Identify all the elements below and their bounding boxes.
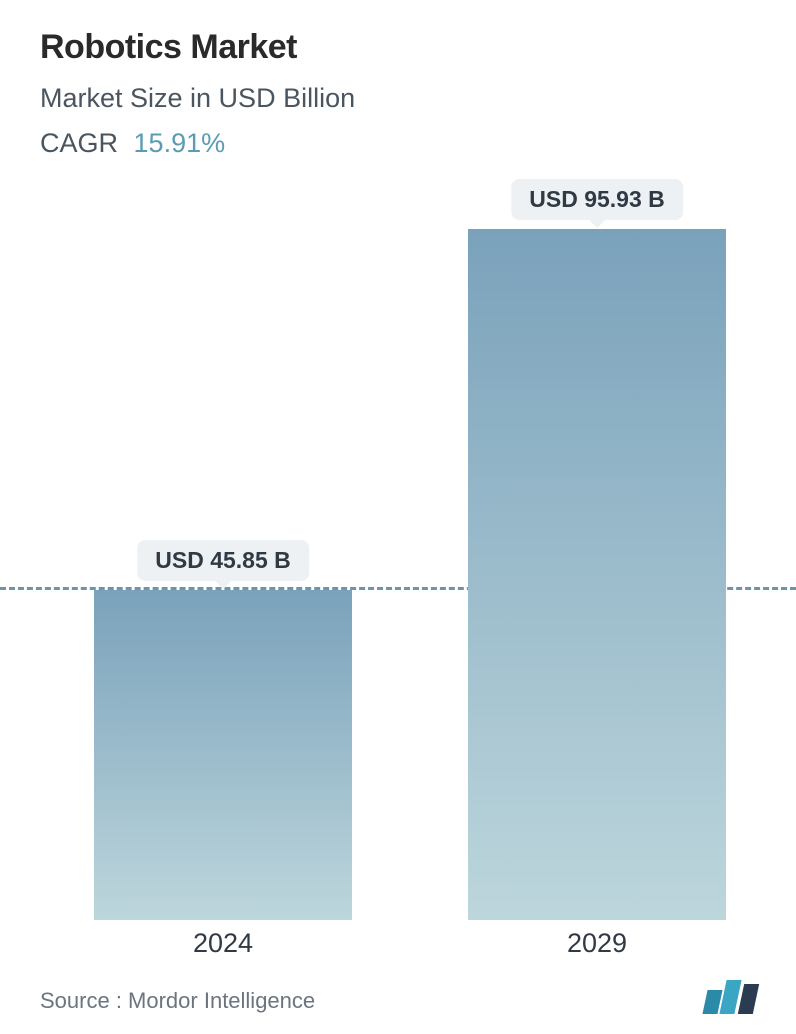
cagr-label: CAGR	[40, 128, 118, 158]
logo-bar-right	[738, 984, 759, 1014]
chart-title: Robotics Market	[40, 28, 756, 67]
bar-value-label: USD 95.93 B	[511, 179, 683, 220]
x-label-2029: 2029	[567, 928, 627, 959]
chart-header: Robotics Market Market Size in USD Billi…	[0, 0, 796, 169]
x-label-2024: 2024	[193, 928, 253, 959]
source-text: Source : Mordor Intelligence	[40, 988, 315, 1014]
chart-plot-area: USD 45.85 B USD 95.93 B	[0, 200, 796, 920]
brand-logo-icon	[705, 980, 756, 1014]
bar-value-label: USD 45.85 B	[137, 540, 309, 581]
bar-2024: USD 45.85 B	[94, 590, 352, 920]
bar-fill	[468, 229, 726, 920]
cagr-row: CAGR 15.91%	[40, 128, 756, 159]
chart-footer: Source : Mordor Intelligence	[40, 980, 756, 1014]
x-axis-labels: 2024 2029	[0, 928, 796, 968]
bar-fill	[94, 590, 352, 920]
bar-2029: USD 95.93 B	[468, 229, 726, 920]
cagr-value: 15.91%	[134, 128, 226, 158]
chart-subtitle: Market Size in USD Billion	[40, 83, 756, 114]
